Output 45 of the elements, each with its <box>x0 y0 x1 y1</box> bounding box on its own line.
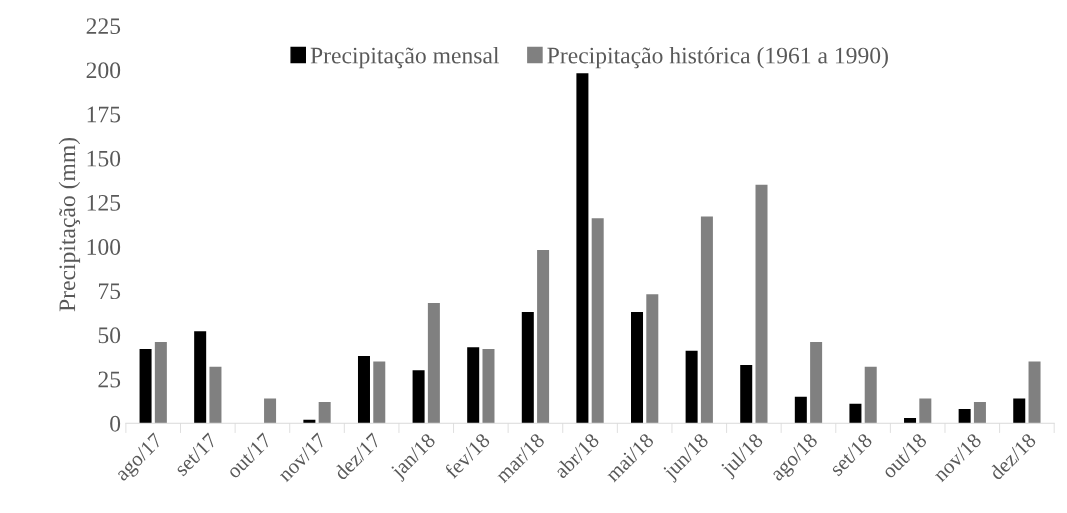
legend-label: Precipitação mensal <box>310 46 500 69</box>
y-tick-label: 50 <box>98 327 121 344</box>
y-tick-label: 75 <box>98 283 121 300</box>
bar <box>646 294 659 424</box>
y-tick-label: 100 <box>87 239 121 255</box>
y-tick-label: 200 <box>86 62 121 79</box>
bar <box>864 366 877 424</box>
y-tick-label: 0 <box>110 415 121 432</box>
bar <box>467 347 480 424</box>
y-axis-title: Precipitação (mm) <box>58 137 81 312</box>
bar <box>958 409 971 424</box>
bar <box>357 356 370 424</box>
bar <box>154 341 167 424</box>
y-tick-label: 25 <box>98 371 121 388</box>
bar <box>521 311 534 424</box>
y-tick-label: 125 <box>87 194 121 211</box>
bar <box>755 184 768 424</box>
bar <box>537 250 550 424</box>
bar <box>904 417 917 424</box>
bar <box>318 402 331 424</box>
bar <box>1028 361 1041 424</box>
y-tick-label: 225 <box>86 18 121 35</box>
bar <box>631 311 644 424</box>
bar <box>209 366 222 424</box>
y-tick-label: 150 <box>87 150 121 167</box>
bar <box>264 398 277 424</box>
bar <box>685 350 698 424</box>
bar <box>373 361 386 424</box>
bar <box>740 364 753 424</box>
bar <box>194 331 207 424</box>
bar <box>849 403 862 424</box>
y-tick-label: 175 <box>87 106 121 123</box>
bar <box>482 349 495 424</box>
bar <box>973 402 986 424</box>
bar <box>139 349 152 424</box>
bar <box>794 396 807 424</box>
bar <box>591 218 604 424</box>
bar <box>810 341 823 424</box>
legend-label: Precipitação histórica (1961 a 1990) <box>547 46 888 69</box>
bar <box>576 73 589 424</box>
bar <box>1013 398 1026 424</box>
bar <box>427 303 440 424</box>
bar <box>700 216 713 424</box>
bar <box>412 370 425 424</box>
bar <box>919 398 932 424</box>
